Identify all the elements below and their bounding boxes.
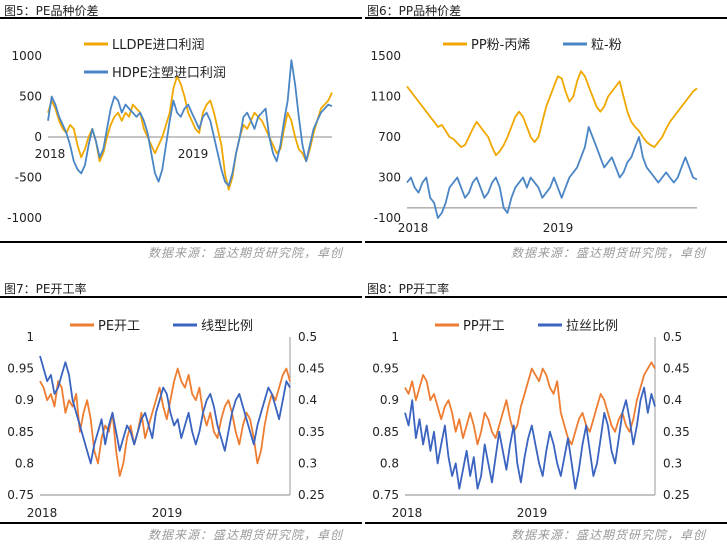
y2-tick-label: 0.25 [663,488,690,502]
y2-tick-label: 0.25 [298,488,325,502]
fig7-top-rule [0,296,362,298]
series-line [404,386,656,490]
y2-tick-label: 0.45 [663,362,690,376]
fig5-source: 数据来源：盛达期货研究院，卓创 [148,246,344,260]
y2-tick-label: 0.35 [663,425,690,439]
y-tick-label: -100 [374,211,401,225]
series-line [406,126,698,219]
fig8-top-rule [365,296,727,298]
fig8-source: 数据来源：盛达期货研究院，卓创 [511,528,707,542]
x-tick-label: 2019 [517,506,548,520]
legend-label: PE开工 [98,319,140,334]
fig8-title: 图8：PP开工率 [367,282,450,296]
x-tick-label: 2019 [152,506,183,520]
y-tick-label: 0.95 [7,362,34,376]
legend-label: HDPE注塑进口利润 [112,66,226,81]
fig6-source: 数据来源：盛达期货研究院，卓创 [511,246,707,260]
fig7-source: 数据来源：盛达期货研究院，卓创 [148,528,344,542]
y2-tick-label: 0.35 [298,425,325,439]
y-tick-label: 0.9 [380,393,399,407]
y-tick-label: 0.95 [372,362,399,376]
y-tick-label: -1000 [7,211,42,225]
fig6-top-rule [365,17,727,19]
fig6-title: 图6：PP品种价差 [367,4,462,18]
y-tick-label: 0.75 [372,488,399,502]
series-line [404,361,656,446]
y-tick-label: 1100 [370,90,401,104]
y-tick-label: 500 [19,90,42,104]
fig7-bottom-rule [0,522,362,524]
fig5-title: 图5：PE品种价差 [4,4,99,18]
x-tick-label: 2018 [35,147,66,161]
y-tick-label: 0.9 [15,393,34,407]
series-line [39,367,291,477]
y-tick-label: 1500 [370,49,401,63]
fig6-bottom-rule [365,241,727,243]
y-tick-label: 1 [391,330,399,344]
series-line [47,59,333,187]
x-tick-label: 2018 [398,221,429,235]
y-tick-label: -500 [15,171,42,185]
legend-label: 线型比例 [201,319,253,334]
y-tick-label: 700 [378,130,401,144]
x-tick-label: 2019 [178,147,209,161]
y2-tick-label: 0.3 [298,456,317,470]
legend-label: PP开工 [463,319,505,334]
pe-operating-rate-chart: 1 0.95 0.9 0.85 0.8 0.75 0.5 0.45 0.4 0.35 0.3 0.25… [7,319,325,520]
x-tick-label: 2019 [543,221,574,235]
fig8-bottom-rule [365,522,727,524]
fig5-top-rule [0,17,362,19]
y-tick-label: 1000 [11,49,42,63]
y-tick-label: 0.85 [372,425,399,439]
series-line [406,70,698,157]
y2-tick-label: 0.4 [298,393,317,407]
pe-spread-chart: 1000 500 0 -500 -1000 2018 2019 LLDPE进口利润 HDPE注塑… [7,38,333,225]
pp-operating-rate-chart: 1 0.95 0.9 0.85 0.8 0.75 0.5 0.45 0.4 0.35 0.3 0.25… [372,319,690,520]
legend-label: PP粉-丙烯 [471,38,530,53]
y-tick-label: 0.75 [7,488,34,502]
legend-label: 粒-粉 [591,38,622,53]
y-tick-label: 0.8 [380,456,399,470]
y-tick-label: 0.8 [15,456,34,470]
x-tick-label: 2018 [392,506,423,520]
fig5-bottom-rule [0,241,362,243]
y2-tick-label: 0.5 [298,330,317,344]
y-tick-label: 0 [34,130,42,144]
y2-tick-label: 0.4 [663,393,682,407]
y-tick-label: 1 [26,330,34,344]
y2-tick-label: 0.45 [298,362,325,376]
series-line [39,355,291,465]
x-tick-label: 2018 [27,506,58,520]
legend-label: 拉丝比例 [566,319,618,334]
y2-tick-label: 0.3 [663,456,682,470]
y2-tick-label: 0.5 [663,330,682,344]
y-tick-label: 300 [378,171,401,185]
legend-label: LLDPE进口利润 [112,38,205,53]
y-tick-label: 0.85 [7,425,34,439]
fig7-title: 图7：PE开工率 [4,282,87,296]
